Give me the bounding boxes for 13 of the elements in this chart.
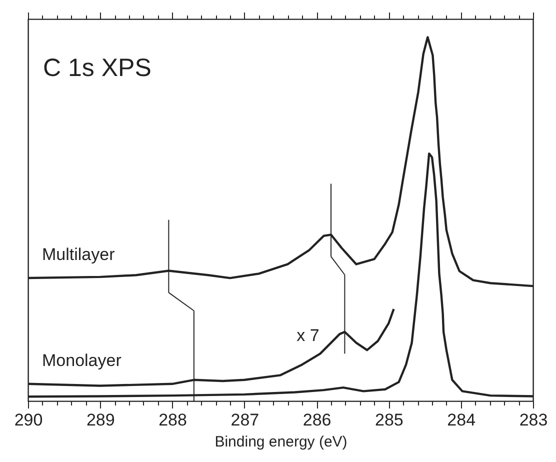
x-tick-label: 288 — [158, 410, 187, 430]
x-tick-label: 287 — [230, 410, 260, 430]
annotation: x 7 — [296, 326, 320, 345]
text: C 1s XPS — [43, 54, 152, 82]
x-tick-label: 289 — [86, 410, 115, 430]
series-label: Multilayer — [42, 245, 116, 264]
series-label: Monolayer — [42, 350, 122, 370]
x-tick-label: 286 — [302, 410, 332, 430]
x-tick-label: 290 — [14, 410, 43, 430]
x-tick-label: 285 — [375, 410, 404, 430]
x-axis-title: Binding energy (eV) — [214, 434, 348, 450]
x-tick-label: 284 — [447, 410, 476, 430]
x-tick-label: 283 — [519, 410, 548, 430]
